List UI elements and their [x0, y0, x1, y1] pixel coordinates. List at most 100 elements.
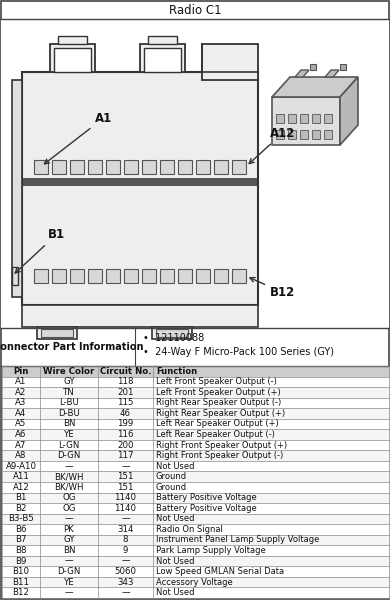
Text: A6: A6 [15, 430, 27, 439]
Bar [54, 48, 91, 72]
Bar [106, 269, 120, 283]
Bar [276, 114, 284, 123]
Text: 201: 201 [117, 388, 134, 397]
Text: A3: A3 [15, 398, 27, 407]
Text: 8: 8 [123, 535, 128, 545]
Bar [2, 514, 390, 524]
Bar [178, 160, 192, 173]
Text: 314: 314 [117, 525, 134, 534]
Text: •  24-Way F Micro-Pack 100 Series (GY): • 24-Way F Micro-Pack 100 Series (GY) [143, 347, 334, 357]
Text: 199: 199 [117, 419, 134, 428]
Text: A4: A4 [15, 409, 27, 418]
Text: B8: B8 [15, 546, 27, 555]
Bar [2, 429, 390, 440]
Text: D-GN: D-GN [57, 567, 81, 576]
Bar [12, 267, 18, 285]
Text: OG: OG [62, 493, 76, 502]
Text: —: — [65, 461, 73, 470]
Polygon shape [340, 77, 358, 145]
Text: —: — [121, 588, 130, 597]
Bar [2, 524, 390, 535]
Bar [1, 19, 389, 328]
Text: Left Front Speaker Output (+): Left Front Speaker Output (+) [156, 388, 281, 397]
Text: Instrument Panel Lamp Supply Voltage: Instrument Panel Lamp Supply Voltage [156, 535, 319, 545]
Text: —: — [121, 461, 130, 470]
Text: 200: 200 [117, 440, 134, 449]
Text: L-GN: L-GN [58, 440, 80, 449]
Bar [2, 482, 390, 493]
Text: Pin: Pin [13, 367, 29, 376]
Bar [310, 64, 316, 70]
Text: Ground: Ground [156, 483, 187, 492]
Text: Radio C1: Radio C1 [169, 4, 221, 16]
Text: A5: A5 [15, 419, 27, 428]
Text: Not Used: Not Used [156, 557, 195, 566]
Bar [288, 114, 296, 123]
Text: 151: 151 [117, 472, 134, 481]
Bar [52, 160, 66, 173]
Text: Right Front Speaker Output (+): Right Front Speaker Output (+) [156, 440, 287, 449]
Bar [2, 556, 390, 566]
Text: B6: B6 [15, 525, 27, 534]
Polygon shape [325, 70, 339, 77]
Text: TN: TN [63, 388, 75, 397]
Bar [2, 377, 390, 387]
Bar [88, 160, 102, 173]
Text: Accessory Voltage: Accessory Voltage [156, 578, 233, 587]
Text: —: — [121, 557, 130, 566]
Bar [58, 36, 87, 44]
Text: B10: B10 [12, 567, 30, 576]
Text: D-GN: D-GN [57, 451, 81, 460]
Text: BK/WH: BK/WH [54, 472, 84, 481]
Text: A12: A12 [249, 127, 295, 164]
Bar [288, 130, 296, 139]
Text: BK/WH: BK/WH [54, 483, 84, 492]
Text: Not Used: Not Used [156, 461, 195, 470]
Bar [196, 160, 210, 173]
Text: Not Used: Not Used [156, 588, 195, 597]
Text: YE: YE [64, 578, 74, 587]
Text: —: — [65, 588, 73, 597]
Text: 46: 46 [120, 409, 131, 418]
Bar [50, 44, 95, 72]
Bar [142, 269, 156, 283]
Bar [52, 269, 66, 283]
Text: A12: A12 [12, 483, 29, 492]
Text: Left Front Speaker Output (-): Left Front Speaker Output (-) [156, 377, 277, 386]
Bar [276, 130, 284, 139]
Text: 5060: 5060 [115, 567, 136, 576]
Text: —: — [65, 514, 73, 523]
Text: A9-A10: A9-A10 [5, 461, 37, 470]
Text: A2: A2 [15, 388, 27, 397]
Bar [2, 387, 390, 398]
Bar [232, 160, 246, 173]
Text: 117: 117 [117, 451, 134, 460]
Bar [12, 80, 22, 297]
Text: A8: A8 [15, 451, 27, 460]
Text: Wire Color: Wire Color [43, 367, 95, 376]
Text: Ground: Ground [156, 472, 187, 481]
Bar [160, 269, 174, 283]
Bar [70, 269, 84, 283]
Text: 116: 116 [117, 430, 134, 439]
Bar [23, 178, 257, 185]
Bar [2, 366, 390, 377]
Text: Battery Positive Voltage: Battery Positive Voltage [156, 504, 257, 513]
Bar [300, 130, 308, 139]
Text: 9: 9 [123, 546, 128, 555]
Text: B11: B11 [12, 578, 30, 587]
Bar [2, 587, 390, 598]
Text: OG: OG [62, 504, 76, 513]
Bar [2, 461, 390, 472]
Text: Radio On Signal: Radio On Signal [156, 525, 223, 534]
Text: Right Front Speaker Output (-): Right Front Speaker Output (-) [156, 451, 283, 460]
Text: 115: 115 [117, 398, 134, 407]
Bar [324, 114, 332, 123]
Bar [34, 160, 48, 173]
Bar [312, 114, 320, 123]
Bar [2, 535, 390, 545]
Text: BN: BN [63, 546, 75, 555]
Text: Left Rear Speaker Output (-): Left Rear Speaker Output (-) [156, 430, 275, 439]
Bar [196, 269, 210, 283]
Bar [140, 44, 185, 72]
